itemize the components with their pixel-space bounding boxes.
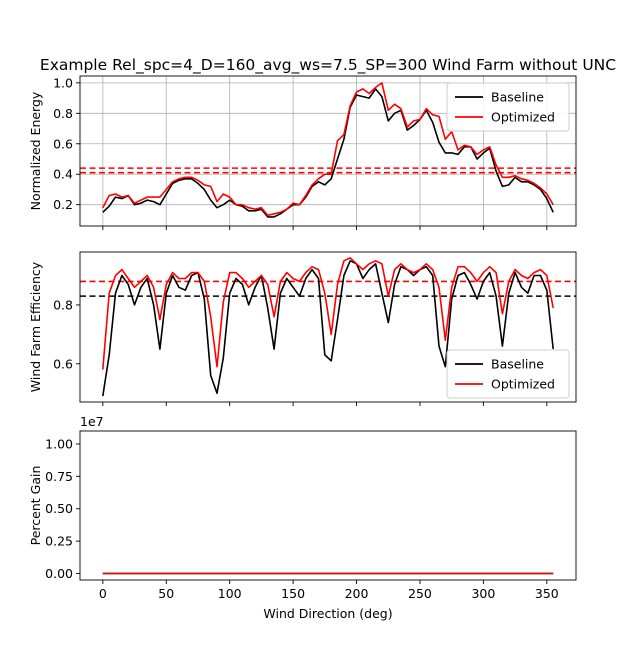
legend: Baseline Optimized — [446, 349, 570, 399]
x-tick-label: 350 — [535, 586, 559, 601]
x-tick-label: 50 — [158, 586, 174, 601]
y-tick-label: 0.75 — [45, 469, 73, 484]
subplot-3: 0 50 100 150 200 250 300 350 0.00 0.25 0.50 0.75 1.0… — [28, 414, 577, 621]
series-line-baseline — [102, 88, 554, 218]
legend-label-optimized: Optimized — [491, 377, 555, 392]
x-tick-label: 150 — [281, 586, 305, 601]
y-tick-label: 0.25 — [45, 534, 73, 549]
legend-box — [446, 349, 570, 399]
figure-title: Example Rel_spc=4_D=160_avg_ws=7.5_SP=30… — [40, 56, 616, 75]
series-line-optimized — [102, 82, 554, 217]
y-tick-label: 0.6 — [53, 136, 73, 151]
x-tick-label: 0 — [99, 586, 107, 601]
y-tick-label: 0.8 — [53, 106, 73, 121]
y-axis-label: Percent Gain — [28, 466, 43, 546]
x-tick-label: 300 — [471, 586, 495, 601]
y-tick-label: 0.50 — [45, 501, 73, 516]
y-tick-label: 0.00 — [45, 566, 73, 581]
y-tick-label: 0.2 — [53, 197, 73, 212]
legend-label-baseline: Baseline — [491, 90, 544, 105]
x-tick-label: 100 — [218, 586, 242, 601]
x-tick-label: 250 — [408, 586, 432, 601]
y-tick-label: 1.0 — [53, 75, 73, 90]
series-line-baseline — [102, 259, 554, 397]
y-axis-label: Wind Farm Efficiency — [28, 261, 43, 392]
x-tick-label: 200 — [345, 586, 369, 601]
y-tick-label: 0.8 — [53, 297, 73, 312]
legend: Baseline Optimized — [446, 82, 570, 132]
axes-frame — [79, 75, 577, 227]
y-tick-label: 0.4 — [53, 167, 73, 182]
axes-frame — [79, 251, 577, 403]
axis-offset-text: 1e7 — [80, 414, 104, 429]
y-tick-label: 1.00 — [45, 436, 73, 451]
legend-label-baseline: Baseline — [491, 357, 544, 372]
subplot-2: 0.6 0.8 Wind Farm Efficiency Baseline Optimi… — [28, 251, 577, 406]
subplot-1: 0.2 0.4 0.6 0.8 1.0 Normalized Energy Baseline… — [28, 75, 577, 230]
axes-frame — [79, 430, 577, 581]
legend-box — [446, 82, 570, 132]
y-axis-label: Normalized Energy — [28, 91, 43, 210]
x-axis-label: Wind Direction (deg) — [263, 606, 392, 621]
legend-label-optimized: Optimized — [491, 110, 555, 125]
subplots: 0.2 0.4 0.6 0.8 1.0 Normalized Energy Baseline… — [28, 75, 577, 621]
series-line-optimized — [102, 257, 554, 370]
y-tick-label: 0.6 — [53, 356, 73, 371]
